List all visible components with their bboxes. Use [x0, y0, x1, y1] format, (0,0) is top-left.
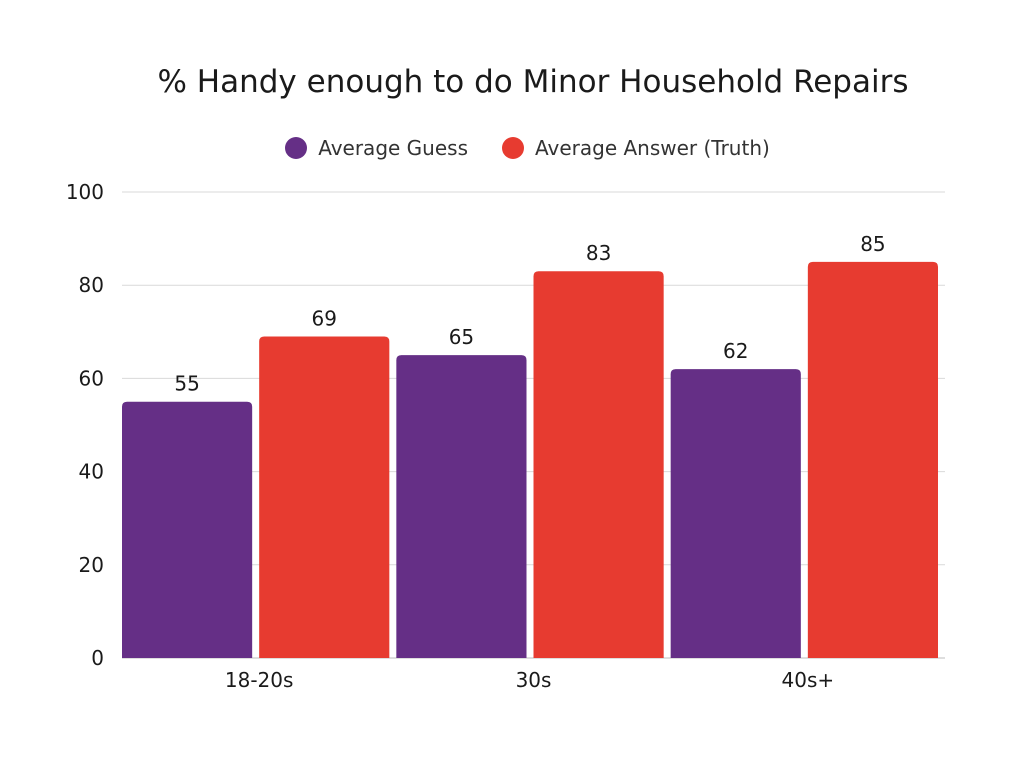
- bar-average-guess-18-20s: [122, 401, 253, 658]
- bar-average-answer-truth-30s: [533, 271, 664, 658]
- legend-item-average-answer: Average Answer (Truth): [502, 136, 770, 160]
- y-tick-label-100: 100: [66, 180, 104, 204]
- data-label-average-answer-truth-40s+: 85: [860, 232, 885, 256]
- chart-title: % Handy enough to do Minor Household Rep…: [157, 64, 909, 100]
- bar-average-answer-truth-40s+: [807, 261, 938, 658]
- data-label-average-guess-18-20s: 55: [174, 372, 199, 396]
- x-tick-label-18-20s: 18-20s: [225, 668, 294, 692]
- data-label-average-guess-40s+: 62: [723, 339, 748, 363]
- legend-label-average-answer: Average Answer (Truth): [535, 136, 770, 160]
- bar-average-guess-40s+: [670, 369, 801, 658]
- y-tick-label-0: 0: [91, 646, 104, 670]
- y-tick-label-40: 40: [79, 460, 104, 484]
- legend: Average Guess Average Answer (Truth): [0, 136, 1024, 160]
- x-tick-label-40s+: 40s+: [782, 668, 835, 692]
- y-tick-label-60: 60: [79, 366, 104, 390]
- bar-average-guess-30s: [396, 355, 527, 658]
- bar-average-answer-truth-18-20s: [259, 336, 390, 658]
- legend-swatch-average-answer: [502, 137, 524, 159]
- y-tick-label-20: 20: [79, 553, 104, 577]
- legend-item-average-guess: Average Guess: [285, 136, 468, 160]
- y-tick-label-80: 80: [79, 273, 104, 297]
- data-label-average-answer-truth-18-20s: 69: [312, 306, 337, 330]
- x-tick-label-30s: 30s: [516, 668, 552, 692]
- legend-swatch-average-guess: [285, 137, 308, 159]
- data-label-average-answer-truth-30s: 83: [586, 241, 611, 265]
- data-label-average-guess-30s: 65: [449, 325, 474, 349]
- legend-label-average-guess: Average Guess: [318, 136, 468, 160]
